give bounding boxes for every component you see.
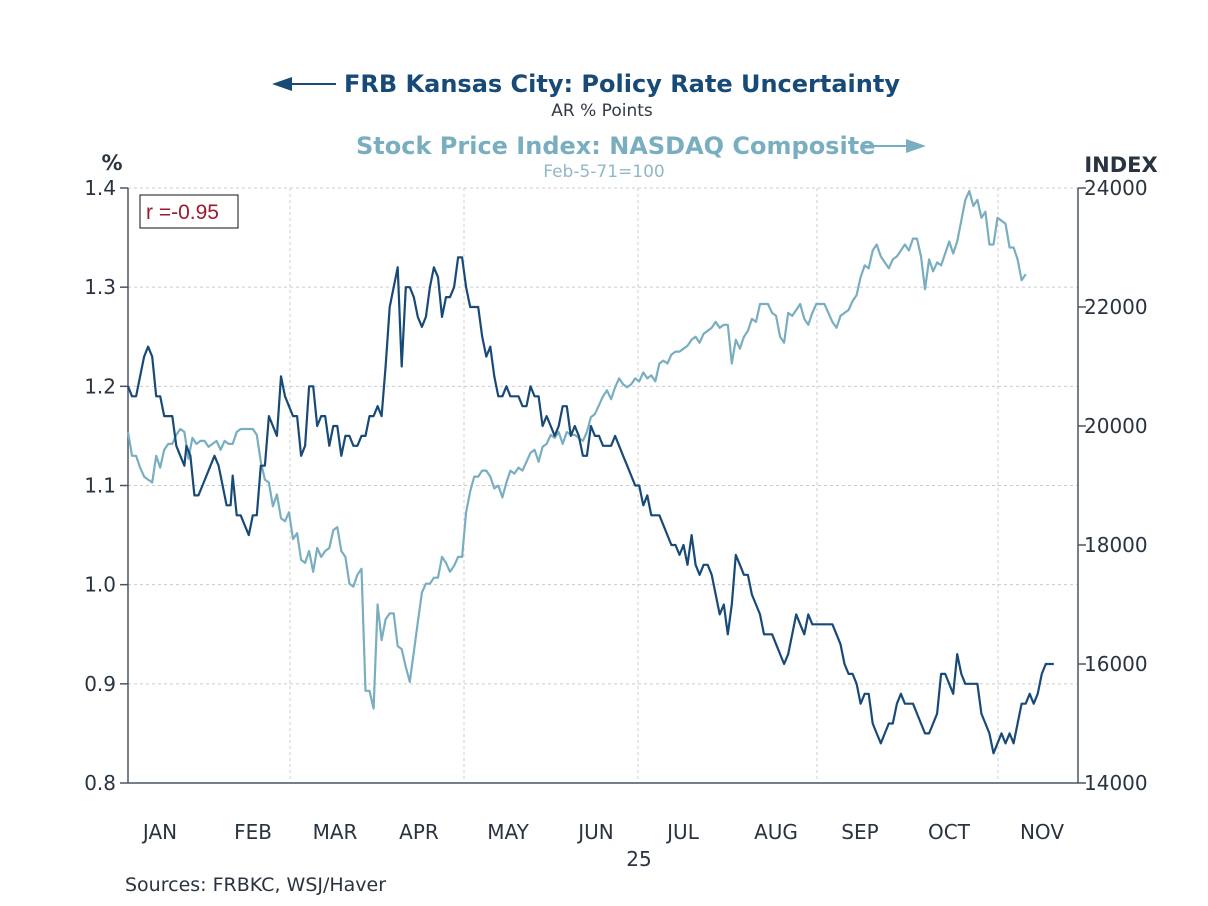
month-label: AUG: [754, 820, 798, 844]
right-arrow-icon: [862, 139, 926, 153]
left-tick-label: 0.9: [84, 672, 116, 696]
correlation-box: [139, 194, 239, 229]
legend-series-2: Stock Price Index: NASDAQ Composite Feb-…: [356, 132, 926, 182]
right-tick-label: 14000: [1084, 771, 1148, 795]
correlation-text: r =-0.95: [146, 201, 219, 224]
series-2-title: Stock Price Index: NASDAQ Composite: [356, 132, 875, 160]
month-label: MAY: [487, 820, 529, 844]
right-axis-unit: INDEX: [1084, 153, 1157, 177]
x-axis-month-labels: JAN FEB MAR APR MAY JUN JUL AUG SEP OCT NOV: [141, 820, 1064, 844]
month-label: JUL: [665, 820, 700, 844]
month-label: SEP: [841, 820, 878, 844]
month-label: FEB: [234, 820, 272, 844]
left-arrow-icon: [272, 77, 336, 91]
month-label: JUN: [576, 820, 614, 844]
legend-series-1: FRB Kansas City: Policy Rate Uncertainty…: [272, 70, 900, 121]
right-tick-label: 16000: [1084, 652, 1148, 676]
series-1-title: FRB Kansas City: Policy Rate Uncertainty: [344, 70, 900, 98]
month-label: JAN: [141, 820, 177, 844]
series-lines: [126, 189, 1054, 755]
left-axis-unit: %: [101, 151, 122, 175]
month-label: MAR: [313, 820, 358, 844]
right-tick-label: 24000: [1084, 176, 1148, 200]
left-tick-label: 1.1: [84, 474, 116, 498]
series-line-nasdaq: [126, 189, 1027, 710]
gridlines: [128, 187, 1078, 783]
month-label: APR: [399, 820, 439, 844]
left-tick-label: 1.0: [84, 573, 116, 597]
series-1-subtitle: AR % Points: [551, 101, 653, 121]
left-tick-label: 1.3: [84, 275, 116, 299]
right-axis-ticks: 24000 22000 20000 18000 16000 14000: [1078, 176, 1148, 795]
right-tick-label: 18000: [1084, 533, 1148, 557]
source-note: Sources: FRBKC, WSJ/Haver: [125, 874, 386, 896]
left-tick-label: 0.8: [84, 771, 116, 795]
series-2-subtitle: Feb-5-71=100: [543, 162, 665, 182]
month-label: OCT: [928, 820, 971, 844]
right-tick-label: 20000: [1084, 414, 1148, 438]
series-line-policy-rate-uncertainty: [126, 256, 1054, 755]
x-axis-year-label: 25: [626, 847, 651, 871]
left-axis-ticks: 1.4 1.3 1.2 1.1 1.0 0.9 0.8: [84, 176, 128, 795]
correlation-annotation: r =-0.95: [139, 194, 239, 229]
month-label: NOV: [1020, 820, 1064, 844]
left-tick-label: 1.4: [84, 176, 116, 200]
right-tick-label: 22000: [1084, 295, 1148, 319]
left-tick-label: 1.2: [84, 374, 116, 398]
